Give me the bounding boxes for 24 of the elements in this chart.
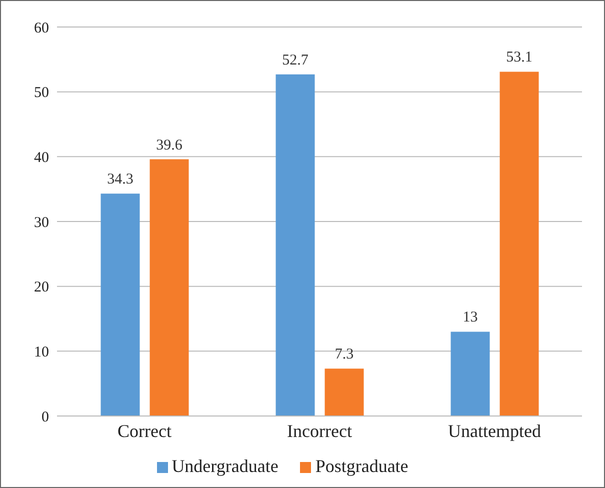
bar [100,194,140,416]
y-tick-label: 10 [34,344,49,360]
y-tick-label: 60 [34,20,49,36]
data-label: 13 [462,310,478,326]
data-label: 7.3 [334,346,354,363]
y-tick-label: 40 [34,150,49,166]
legend-label: Undergraduate [172,456,278,476]
y-tick-label: 20 [34,280,49,296]
bar [276,74,315,416]
y-tick-label: 30 [34,214,49,231]
y-tick-label: 50 [34,85,49,102]
bar [150,159,189,416]
data-label: 34.3 [107,172,134,188]
x-tick-label: Unattempted [448,420,541,441]
data-label: 52.7 [282,52,309,68]
data-label: 39.6 [156,137,183,154]
x-tick-label: Correct [118,420,172,441]
data-label: 53.1 [506,50,532,66]
bar [324,368,364,416]
bar [500,72,539,416]
y-tick-label: 0 [42,409,49,426]
legend-label: Postgraduate [315,456,408,476]
bar [450,332,490,416]
x-tick-label: Incorrect [287,420,352,441]
